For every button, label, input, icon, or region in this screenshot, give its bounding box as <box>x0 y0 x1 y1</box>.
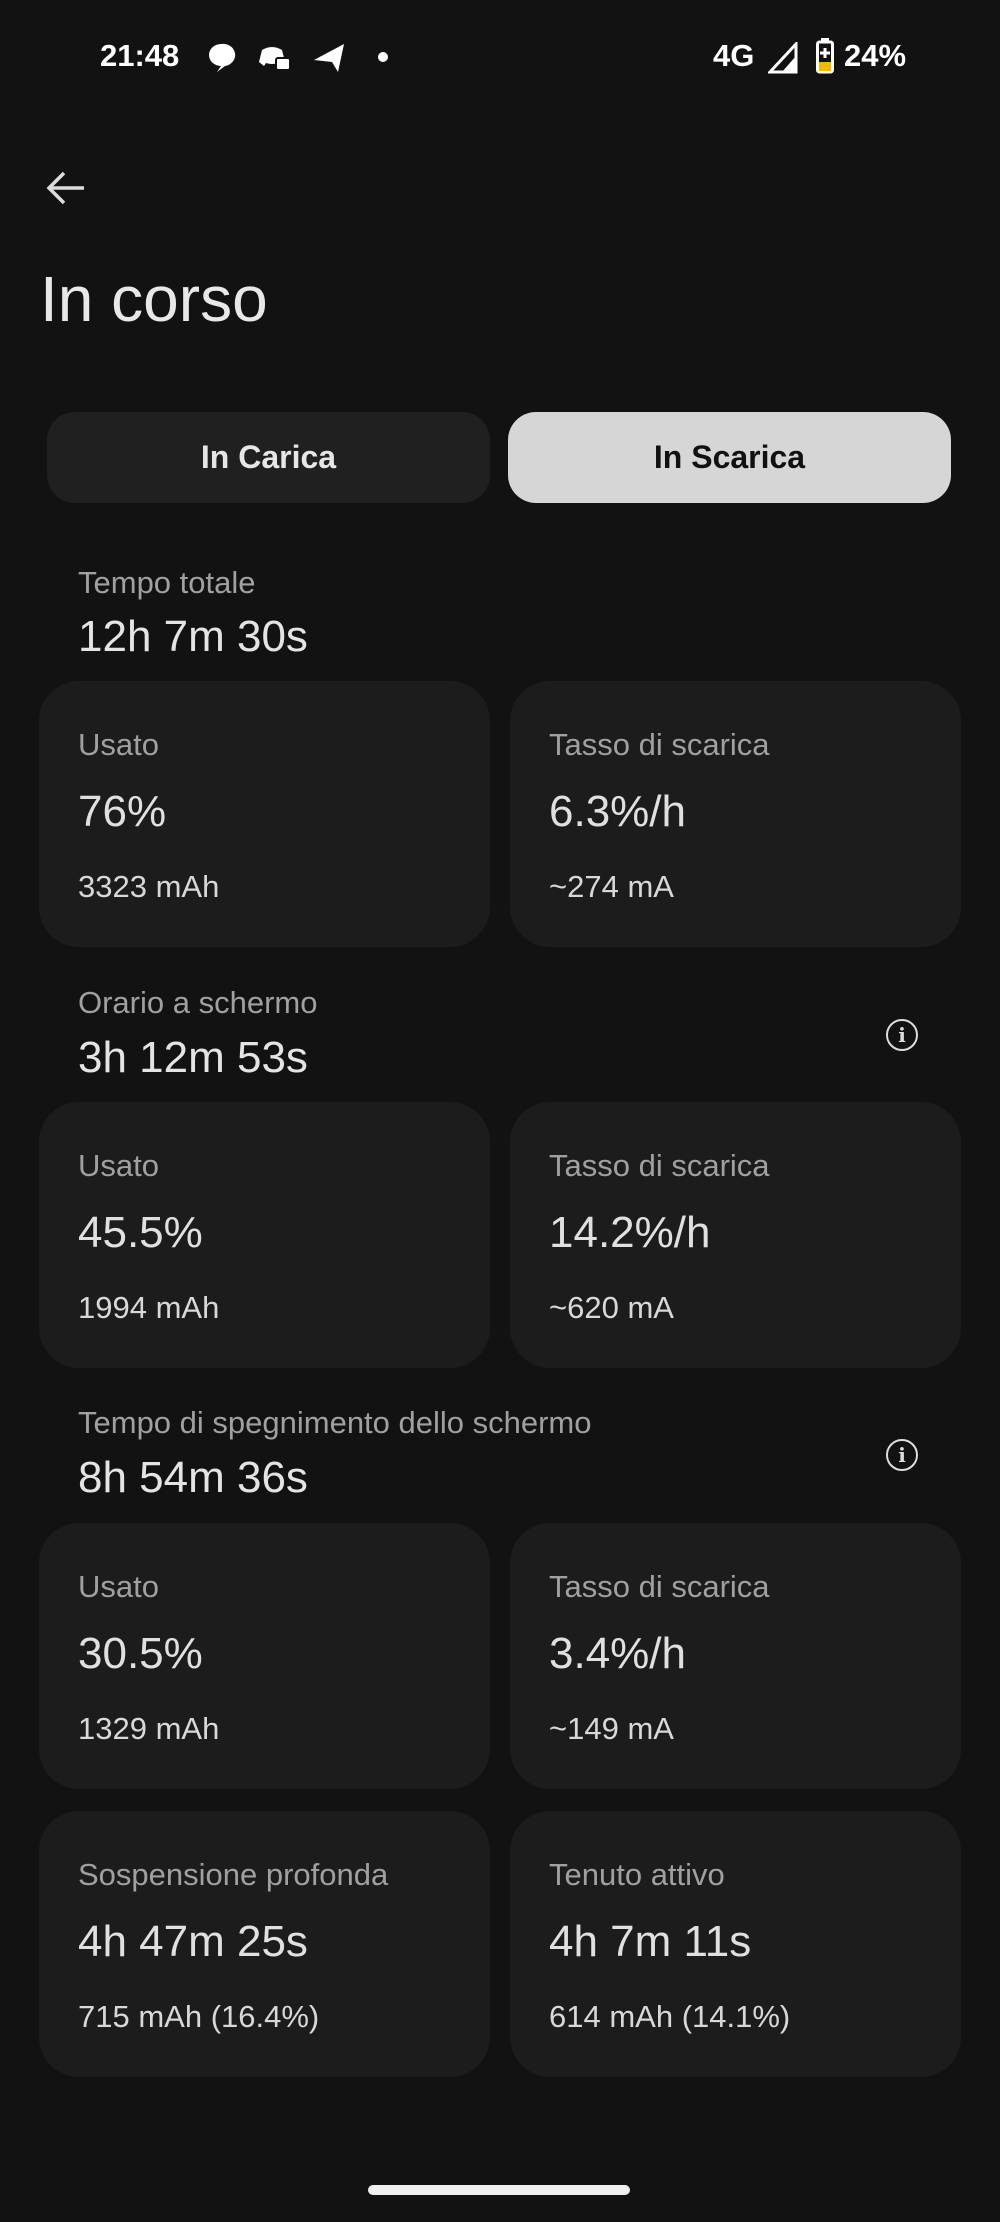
status-time: 21:48 <box>100 38 180 73</box>
card-sub: 3323 mAh <box>78 869 220 904</box>
tab-in-carica[interactable]: In Carica <box>47 412 490 503</box>
card-label: Usato <box>78 1148 159 1183</box>
card-value: 4h 47m 25s <box>78 1917 308 1966</box>
battery-percent: 24% <box>844 38 907 73</box>
kept-awake-card: Tenuto attivo 4h 7m 11s 614 mAh (14.1%) <box>510 1811 961 2077</box>
card-label: Tasso di scarica <box>549 1569 770 1604</box>
discord-icon <box>259 47 291 71</box>
section-value: 12h 7m 30s <box>78 612 308 661</box>
telegram-icon <box>314 44 344 72</box>
card-sub: ~274 mA <box>549 869 674 904</box>
section-value: 3h 12m 53s <box>78 1033 308 1082</box>
card-label: Usato <box>78 1569 159 1604</box>
card-value: 4h 7m 11s <box>549 1917 752 1966</box>
card-label: Usato <box>78 727 159 762</box>
card-sub: ~149 mA <box>549 1711 674 1746</box>
deep-sleep-card: Sospensione profonda 4h 47m 25s 715 mAh (1… <box>39 1811 490 2077</box>
back-arrow-icon[interactable] <box>44 168 86 208</box>
section-label: Orario a schermo <box>78 985 318 1020</box>
card-sub: 1994 mAh <box>78 1290 220 1325</box>
card-value: 76% <box>78 787 167 836</box>
info-icon[interactable]: i <box>886 1439 918 1471</box>
card-sub: ~620 mA <box>549 1290 674 1325</box>
used-card: Usato 76% 3323 mAh <box>39 681 490 947</box>
rate-card: Tasso di scarica 14.2%/h ~620 mA <box>510 1102 961 1368</box>
page-title: In corso <box>40 263 268 335</box>
used-card: Usato 45.5% 1994 mAh <box>39 1102 490 1368</box>
section-value: 8h 54m 36s <box>78 1453 308 1502</box>
section-label: Tempo totale <box>78 565 256 600</box>
section-label: Tempo di spegnimento dello schermo <box>78 1405 592 1440</box>
card-value: 14.2%/h <box>549 1208 711 1257</box>
dot-icon <box>378 52 388 62</box>
card-value: 30.5% <box>78 1629 203 1678</box>
card-sub: 1329 mAh <box>78 1711 220 1746</box>
card-label: Sospensione profonda <box>78 1857 389 1892</box>
signal-icon <box>768 42 798 74</box>
network-type: 4G <box>713 38 755 73</box>
home-indicator[interactable] <box>368 2185 630 2195</box>
rate-card: Tasso di scarica 3.4%/h ~149 mA <box>510 1523 961 1789</box>
card-label: Tenuto attivo <box>549 1857 725 1892</box>
card-value: 45.5% <box>78 1208 203 1257</box>
card-label: Tasso di scarica <box>549 1148 770 1183</box>
card-label: Tasso di scarica <box>549 727 770 762</box>
battery-icon <box>816 38 834 74</box>
card-value: 3.4%/h <box>549 1629 686 1678</box>
tab-in-scarica[interactable]: In Scarica <box>508 412 951 503</box>
card-sub: 715 mAh (16.4%) <box>78 1999 320 2034</box>
chat-bubble-icon <box>209 43 236 72</box>
card-sub: 614 mAh (14.1%) <box>549 1999 791 2034</box>
rate-card: Tasso di scarica 6.3%/h ~274 mA <box>510 681 961 947</box>
card-value: 6.3%/h <box>549 787 686 836</box>
info-icon[interactable]: i <box>886 1019 918 1051</box>
used-card: Usato 30.5% 1329 mAh <box>39 1523 490 1789</box>
